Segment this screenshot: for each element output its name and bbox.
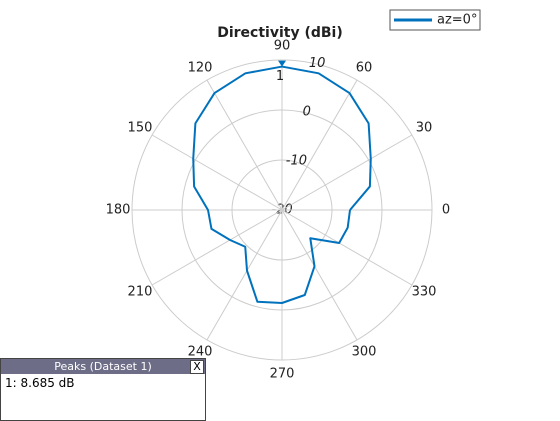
theta-tick-label: 180 [106,203,131,218]
theta-tick-label: 300 [352,345,377,360]
peaks-panel: Peaks (Dataset 1) X 1: 8.685 dB [0,358,206,421]
legend-box [389,9,481,31]
legend-label: az=0° [437,13,477,28]
grid-spoke [281,79,358,211]
grid-spoke [281,209,358,341]
grid-spoke [281,134,413,211]
theta-tick-label: 210 [128,285,153,300]
peak-row: 1: 8.685 dB [5,376,75,390]
peaks-title: Peaks (Dataset 1) [54,360,152,373]
r-tick-label: -10 [286,154,307,169]
theta-tick-label: 30 [416,121,433,136]
r-tick-label: 0 [303,105,311,120]
grid-spoke [206,79,283,211]
grid-spoke [281,209,413,286]
grid-spoke [151,134,283,211]
theta-tick-label: 270 [270,367,295,382]
peak-label: 1 [276,69,284,84]
theta-tick-label: 150 [128,121,153,136]
grid-spoke [206,209,283,341]
peaks-rows: 1: 8.685 dB [1,374,205,392]
theta-tick-label: 330 [412,285,437,300]
peaks-header: Peaks (Dataset 1) X [1,359,205,374]
theta-tick-label: 240 [188,345,213,360]
theta-tick-label: 90 [274,39,291,54]
grid-spoke [151,209,283,286]
theta-tick-label: 120 [188,60,213,75]
pattern-line [192,65,372,304]
close-button[interactable]: X [190,360,204,374]
theta-tick-label: 0 [442,203,450,218]
r-tick-label: 10 [309,56,326,71]
theta-tick-label: 60 [356,60,373,75]
peak-marker [278,60,286,67]
chart-title: Directivity (dBi) [217,25,343,41]
